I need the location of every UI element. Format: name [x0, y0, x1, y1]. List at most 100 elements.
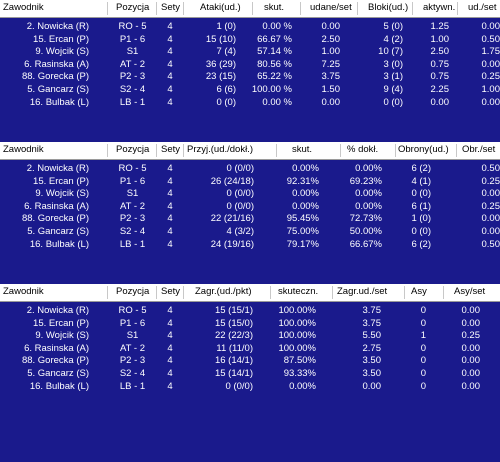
- table-cell: 2.75: [362, 342, 382, 354]
- column-header[interactable]: ud./set: [468, 2, 497, 13]
- column-header[interactable]: Pozycja: [116, 2, 150, 13]
- table-cell: 16. Bulbak (L): [29, 380, 89, 392]
- table-row[interactable]: 6. Rasinska (A) AT - 2 4 0 (0/0) 0.00% 0.00% 6…: [0, 201, 500, 214]
- table-cell: RO - 5: [118, 163, 147, 174]
- table-row[interactable]: 2. Nowicka (R) RO - 5 4 1 (0) 0.00 % 0.00 5 (0…: [0, 21, 500, 34]
- table-row[interactable]: 88. Gorecka (P) P2 - 3 4 22 (21/16) 95.45% 72…: [0, 213, 500, 226]
- table-row[interactable]: 16. Bulbak (L) LB - 1 4 0 (0/0) 0.00% 0.00 0 0.…: [0, 381, 500, 394]
- column-separator[interactable]: [332, 286, 333, 299]
- table-cell: 4: [167, 305, 173, 316]
- table-cell: 4: [167, 225, 173, 237]
- column-separator[interactable]: [156, 286, 157, 299]
- table-cell: 1 (0): [216, 21, 236, 32]
- column-header[interactable]: Zagr.(ud./pkt): [195, 286, 252, 297]
- table-cell: 100.00%: [278, 305, 316, 316]
- column-header[interactable]: Zawodnik: [3, 2, 44, 13]
- column-separator[interactable]: [300, 2, 301, 15]
- table-cell: AT - 2: [120, 58, 145, 70]
- table-row[interactable]: 88. Gorecka (P) P2 - 3 4 16 (14/1) 87.50% 3.5…: [0, 355, 500, 368]
- table-cell: 4: [167, 317, 173, 329]
- table-cell: 0.00 %: [262, 96, 292, 108]
- column-separator[interactable]: [183, 144, 184, 157]
- table-row[interactable]: 2. Nowicka (R) RO - 5 4 0 (0/0) 0.00% 0.00% 6 …: [0, 163, 500, 176]
- column-separator[interactable]: [276, 144, 277, 157]
- column-header[interactable]: Zawodnik: [3, 144, 44, 155]
- column-header[interactable]: skut.: [292, 144, 313, 155]
- column-header[interactable]: Obrony(ud.): [398, 144, 449, 155]
- column-header[interactable]: Ataki(ud.): [200, 2, 241, 13]
- column-separator[interactable]: [156, 144, 157, 157]
- column-separator[interactable]: [456, 144, 457, 157]
- column-separator[interactable]: [340, 144, 341, 157]
- column-header[interactable]: Przyj.(ud./dokł.): [187, 144, 253, 155]
- table-cell: 0.25: [481, 175, 500, 187]
- table-row[interactable]: 6. Rasinska (A) AT - 2 4 36 (29) 80.56 % 7.25…: [0, 59, 500, 72]
- column-separator[interactable]: [107, 286, 108, 299]
- column-separator[interactable]: [252, 2, 253, 15]
- column-separator[interactable]: [183, 2, 184, 15]
- table-cell: 16 (14/1): [214, 355, 253, 367]
- table-cell: 4: [167, 330, 173, 342]
- table-cell: 4: [167, 21, 173, 32]
- column-header[interactable]: udane/set: [310, 2, 352, 13]
- table-row[interactable]: 6. Rasinska (A) AT - 2 4 11 (11/0) 100.00% 2.…: [0, 343, 500, 356]
- column-separator[interactable]: [183, 286, 184, 299]
- table-cell: 0.00: [461, 355, 481, 367]
- table-cell: 0 (0/0): [225, 380, 253, 392]
- table-cell: 5.50: [362, 330, 382, 342]
- table-cell: 0.50: [481, 163, 500, 174]
- table-cell: 2. Nowicka (R): [26, 21, 89, 32]
- table-row[interactable]: 9. Wojcik (S) S1 4 0 (0/0) 0.00% 0.00% 0 (0) 0.…: [0, 188, 500, 201]
- column-separator[interactable]: [357, 2, 358, 15]
- table-row[interactable]: 15. Ercan (P) P1 - 6 4 15 (15/0) 100.00% 3.75…: [0, 318, 500, 331]
- table-cell: 4: [167, 342, 173, 354]
- table-cell: LB - 1: [119, 238, 146, 250]
- table-row[interactable]: 5. Gancarz (S) S2 - 4 4 15 (14/1) 93.33% 3.50…: [0, 368, 500, 381]
- table-cell: 0 (0): [216, 96, 236, 108]
- column-header[interactable]: Sety: [161, 144, 181, 155]
- table-row[interactable]: 9. Wojcik (S) S1 4 22 (22/3) 100.00% 5.50 1 0.2…: [0, 330, 500, 343]
- column-header[interactable]: Sety: [161, 286, 181, 297]
- column-separator[interactable]: [404, 286, 405, 299]
- column-header[interactable]: Pozycja: [116, 144, 150, 155]
- column-separator[interactable]: [107, 144, 108, 157]
- table-row[interactable]: 5. Gancarz (S) S2 - 4 4 6 (6) 100.00 % 1.50 9 …: [0, 84, 500, 97]
- table-cell: 4: [167, 238, 173, 250]
- table-cell: 4 (2): [383, 33, 403, 45]
- column-header[interactable]: skut.: [264, 2, 285, 13]
- table-row[interactable]: 88. Gorecka (P) P2 - 3 4 23 (15) 65.22 % 3.75…: [0, 71, 500, 84]
- column-separator[interactable]: [270, 286, 271, 299]
- table-cell: RO - 5: [118, 21, 147, 32]
- column-header[interactable]: % dokł.: [347, 144, 379, 155]
- column-separator[interactable]: [107, 2, 108, 15]
- table-cell: 0.25: [481, 71, 500, 83]
- column-header[interactable]: aktywn.: [423, 2, 456, 13]
- table-cell: 6 (2): [411, 238, 431, 250]
- table-cell: 10 (7): [378, 46, 403, 58]
- table-row[interactable]: 16. Bulbak (L) LB - 1 4 24 (19/16) 79.17% 66.…: [0, 239, 500, 252]
- column-separator[interactable]: [395, 144, 396, 157]
- column-header[interactable]: Zawodnik: [3, 286, 44, 297]
- table-row[interactable]: 5. Gancarz (S) S2 - 4 4 4 (3/2) 75.00% 50.00%…: [0, 226, 500, 239]
- table-row[interactable]: 15. Ercan (P) P1 - 6 4 15 (10) 66.67 % 2.50 4 …: [0, 34, 500, 47]
- column-separator[interactable]: [412, 2, 413, 15]
- column-header[interactable]: Sety: [161, 2, 181, 13]
- table-row[interactable]: 9. Wojcik (S) S1 4 7 (4) 57.14 % 1.00 10 (7) 2.…: [0, 46, 500, 59]
- table-row[interactable]: 2. Nowicka (R) RO - 5 4 15 (15/1) 100.00% 3.7…: [0, 305, 500, 318]
- table-cell: 100.00%: [278, 330, 316, 342]
- column-header[interactable]: Pozycja: [116, 286, 150, 297]
- table-row[interactable]: 15. Ercan (P) P1 - 6 4 26 (24/18) 92.31% 69.2…: [0, 176, 500, 189]
- column-header[interactable]: skuteczn.: [278, 286, 319, 297]
- column-header[interactable]: Obr./set: [462, 144, 496, 155]
- table-cell: LB - 1: [119, 380, 146, 392]
- column-header[interactable]: Zagr.ud./set: [337, 286, 388, 297]
- table-cell: 3.75: [321, 71, 341, 83]
- column-header[interactable]: Asy/set: [454, 286, 486, 297]
- column-separator[interactable]: [457, 2, 458, 15]
- column-header[interactable]: Asy: [411, 286, 427, 297]
- column-separator[interactable]: [156, 2, 157, 15]
- column-separator[interactable]: [443, 286, 444, 299]
- column-header[interactable]: Bloki(ud.): [368, 2, 409, 13]
- table-cell: 50.00%: [349, 225, 382, 237]
- table-row[interactable]: 16. Bulbak (L) LB - 1 4 0 (0) 0.00 % 0.00 0 (0…: [0, 97, 500, 110]
